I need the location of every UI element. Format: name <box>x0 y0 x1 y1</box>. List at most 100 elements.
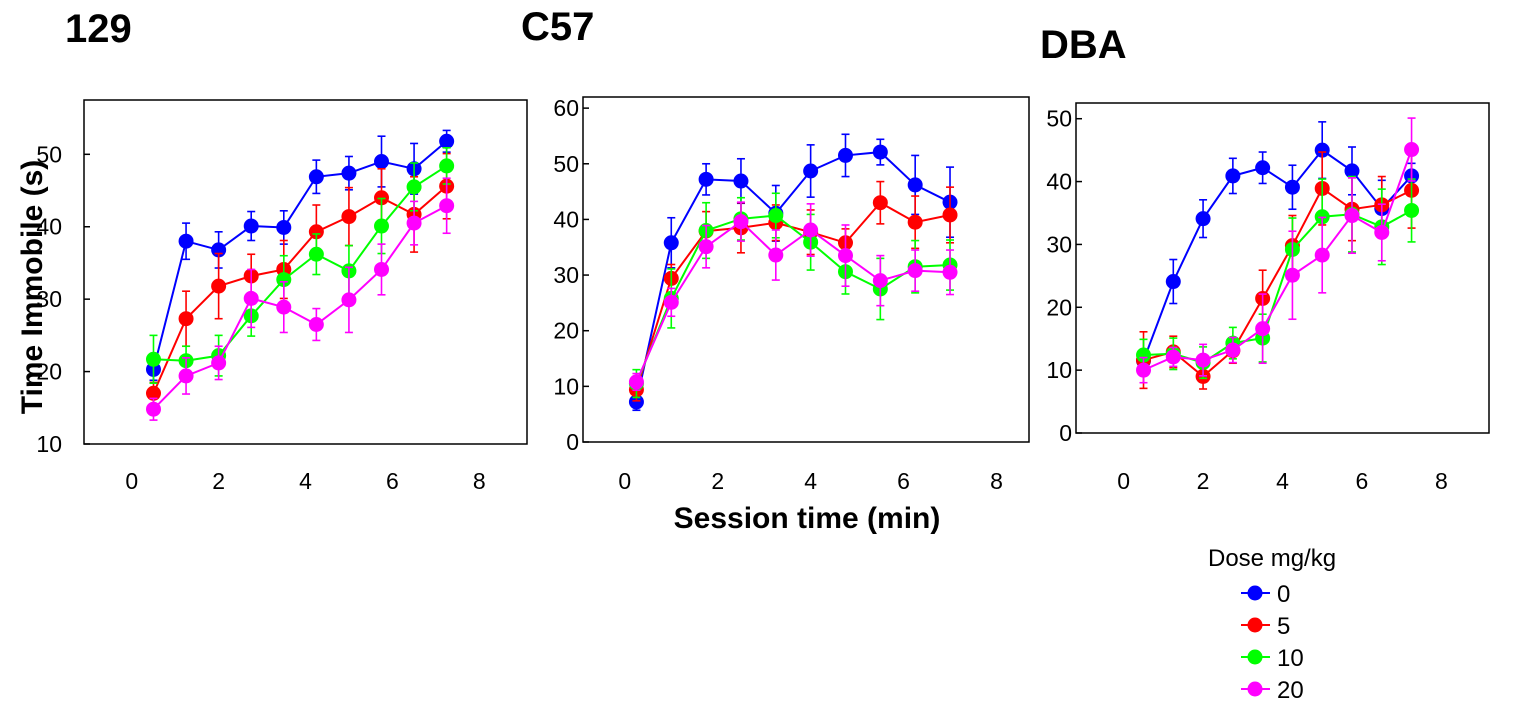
legend-marker <box>1247 617 1263 633</box>
legend-label: 0 <box>1277 581 1290 608</box>
data-point <box>663 294 679 310</box>
series-20 <box>1136 117 1420 384</box>
data-point <box>243 290 259 306</box>
panel-129: 129 Time Immobile (s) 10 20 30 40 50 0 2 4 6 8 <box>16 7 528 494</box>
data-point <box>733 173 749 189</box>
data-point <box>872 195 888 211</box>
data-point <box>439 133 455 149</box>
x-tick-label: 6 <box>897 468 910 494</box>
legend-marker <box>1247 649 1263 665</box>
data-point <box>1284 179 1300 195</box>
data-point <box>178 233 194 249</box>
data-point <box>1314 247 1330 263</box>
data-point <box>211 278 227 294</box>
series-20 <box>145 177 455 421</box>
data-point <box>1225 342 1241 358</box>
data-point <box>837 147 853 163</box>
data-point <box>406 215 422 231</box>
legend-label: 5 <box>1277 613 1290 640</box>
y-tick-label: 30 <box>553 262 579 288</box>
data-point <box>1165 274 1181 290</box>
data-point <box>1136 362 1152 378</box>
data-point <box>1404 202 1420 218</box>
data-point <box>942 264 958 280</box>
panel-title-129: 129 <box>65 7 132 51</box>
legend-label: 20 <box>1277 677 1304 704</box>
data-point <box>308 246 324 262</box>
x-tick-label: 4 <box>1276 468 1289 494</box>
plot-frame-129 <box>83 99 528 445</box>
x-tick-label: 8 <box>990 468 1003 494</box>
x-tick-label: 0 <box>125 468 138 494</box>
y-tick-label: 50 <box>553 151 579 177</box>
legend: Dose mg/kg 0 5 10 20 <box>1208 545 1336 704</box>
data-point <box>768 247 784 263</box>
data-point <box>145 401 161 417</box>
x-tick-label: 8 <box>1435 468 1448 494</box>
data-point <box>276 299 292 315</box>
data-point <box>733 214 749 230</box>
series-line <box>635 214 951 384</box>
data-point <box>308 317 324 333</box>
legend-item: 0 <box>1241 581 1290 608</box>
series-line <box>152 185 448 394</box>
panel-title-c57: C57 <box>521 5 594 49</box>
x-tick-label: 4 <box>804 468 817 494</box>
data-point <box>803 222 819 238</box>
x-tick-label: 2 <box>711 468 724 494</box>
data-point <box>1165 349 1181 365</box>
data-point <box>374 261 390 277</box>
data-point <box>1225 168 1241 184</box>
series-line <box>1143 187 1412 378</box>
series-line <box>1143 209 1413 364</box>
data-point <box>145 385 161 401</box>
legend-marker <box>1247 681 1263 697</box>
y-axis-title: Time Immobile (s) <box>16 160 49 415</box>
x-axis-title: Session time (min) <box>674 502 941 535</box>
data-point <box>1255 321 1271 337</box>
y-tick-label: 0 <box>1059 420 1072 446</box>
data-point <box>1195 352 1211 368</box>
x-tick-label: 2 <box>1197 468 1210 494</box>
data-point <box>628 374 644 390</box>
y-tick-label: 0 <box>566 429 579 455</box>
series-line <box>152 204 448 410</box>
data-point <box>1344 163 1360 179</box>
plot-area-c57: 0 10 20 30 40 50 60 0 2 4 6 8 <box>553 95 1002 494</box>
data-point <box>1374 224 1390 240</box>
data-point <box>698 239 714 255</box>
data-point <box>907 263 923 279</box>
series-line <box>635 201 951 390</box>
data-point <box>942 207 958 223</box>
x-tick-label: 2 <box>212 468 225 494</box>
data-point <box>374 154 390 170</box>
legend-item: 10 <box>1241 645 1304 672</box>
x-tick-label: 0 <box>618 468 631 494</box>
legend-marker <box>1247 585 1263 601</box>
data-point <box>872 273 888 289</box>
data-point <box>276 219 292 235</box>
data-point <box>341 165 357 181</box>
series-line <box>152 140 448 370</box>
y-tick-label: 30 <box>1046 231 1072 257</box>
y-tick-label: 20 <box>36 359 62 385</box>
data-point <box>406 179 422 195</box>
data-point <box>768 208 784 224</box>
y-tick-label: 50 <box>36 141 62 167</box>
data-point <box>837 248 853 264</box>
data-point <box>872 144 888 160</box>
legend-item: 5 <box>1241 613 1290 640</box>
series-line <box>1142 148 1413 362</box>
x-tick-label: 6 <box>1356 468 1369 494</box>
data-point <box>439 198 455 214</box>
plot-area-129: 10 20 30 40 50 0 2 4 6 8 <box>36 129 486 494</box>
y-tick-label: 40 <box>1046 169 1072 195</box>
series-20 <box>628 201 958 392</box>
series-10 <box>145 146 455 384</box>
data-point <box>308 224 324 240</box>
data-point <box>1136 347 1152 363</box>
y-tick-label: 40 <box>36 214 62 240</box>
data-point <box>341 209 357 225</box>
y-tick-label: 40 <box>553 206 579 232</box>
